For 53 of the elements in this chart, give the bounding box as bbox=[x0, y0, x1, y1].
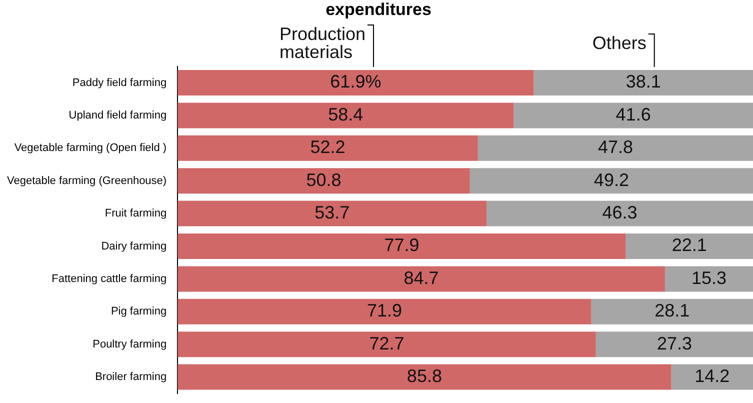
data-label: 22.1 bbox=[672, 235, 707, 256]
data-label: 47.8 bbox=[598, 137, 633, 158]
data-label: 28.1 bbox=[654, 300, 690, 321]
bar bbox=[470, 168, 753, 194]
y-tick-label: Fruit farming bbox=[104, 208, 167, 220]
data-label: 15.3 bbox=[691, 268, 727, 288]
data-label: 85.8 bbox=[406, 366, 442, 386]
bar bbox=[664, 266, 753, 292]
y-tick-label: Broiler farming bbox=[95, 371, 167, 384]
chart-title: expenditures bbox=[326, 0, 432, 19]
series-label: Others bbox=[592, 32, 646, 53]
bar bbox=[178, 298, 592, 324]
bar bbox=[478, 135, 753, 161]
data-label: 72.7 bbox=[369, 333, 404, 354]
data-label: 38.1 bbox=[626, 72, 661, 92]
bar bbox=[514, 102, 753, 128]
data-label: 58.4 bbox=[328, 104, 364, 124]
data-label: 49.2 bbox=[594, 170, 629, 190]
bar bbox=[178, 364, 672, 390]
bar bbox=[178, 200, 487, 226]
data-label: 27.3 bbox=[656, 333, 692, 354]
data-label: 41.6 bbox=[616, 104, 651, 124]
bar bbox=[178, 266, 665, 292]
data-label: 71.9 bbox=[366, 300, 402, 321]
data-label: 52.2 bbox=[310, 137, 346, 158]
series-label: Production materials bbox=[279, 24, 366, 62]
bar bbox=[596, 332, 753, 358]
bar bbox=[591, 298, 753, 324]
bar bbox=[178, 233, 626, 260]
y-tick-label: Fattening cattle farming bbox=[52, 272, 167, 285]
bar bbox=[178, 70, 534, 96]
data-label: 61.9% bbox=[330, 72, 382, 92]
data-label: 46.3 bbox=[602, 202, 638, 223]
data-label: 84.7 bbox=[404, 268, 439, 288]
y-tick-label: Paddy field farming bbox=[72, 76, 167, 89]
y-tick-label: Pig farming bbox=[110, 306, 167, 318]
bar bbox=[178, 102, 514, 128]
bar bbox=[178, 168, 470, 194]
y-tick-label: Vegetable farming (Open field ) bbox=[14, 142, 167, 154]
bar bbox=[671, 364, 753, 390]
bar bbox=[178, 135, 478, 161]
data-label: 50.8 bbox=[306, 170, 342, 190]
bar bbox=[486, 200, 753, 226]
y-tick-label: Dairy farming bbox=[101, 240, 167, 252]
y-tick-label: Poultry farming bbox=[92, 338, 167, 350]
data-label: 14.2 bbox=[694, 366, 730, 386]
bar bbox=[626, 233, 753, 260]
bar bbox=[534, 70, 753, 96]
y-tick-label: Upland field farming bbox=[68, 109, 167, 122]
data-label: 77.9 bbox=[384, 235, 420, 256]
bar bbox=[178, 332, 596, 358]
data-label: 53.7 bbox=[314, 202, 350, 223]
y-tick-label: Vegetable farming (Greenhouse) bbox=[6, 174, 167, 187]
